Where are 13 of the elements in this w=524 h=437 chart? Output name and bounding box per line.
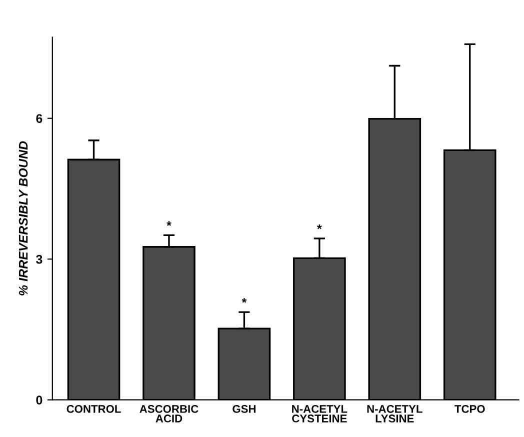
annotation: * bbox=[166, 221, 172, 226]
x-tick-label: N-ACETYL CYSTEINE bbox=[292, 405, 348, 422]
y-tick-label: 3 bbox=[36, 254, 42, 264]
annotation: * bbox=[242, 298, 247, 303]
annotation: * bbox=[317, 224, 322, 230]
x-tick-label: TCPO bbox=[454, 405, 485, 413]
x-tick-label: N-ACETYL LYSINE bbox=[367, 405, 422, 422]
y-tick-label: 0 bbox=[36, 396, 42, 405]
x-tick-label: GSH bbox=[232, 405, 256, 413]
x-tick-label: ASCORBIC ACID bbox=[140, 405, 198, 422]
x-tick-label: CONTROL bbox=[66, 405, 121, 413]
y-tick-label: 6 bbox=[36, 114, 42, 123]
y-axis-title: % IRREVERSIBLY BOUND bbox=[18, 141, 28, 296]
